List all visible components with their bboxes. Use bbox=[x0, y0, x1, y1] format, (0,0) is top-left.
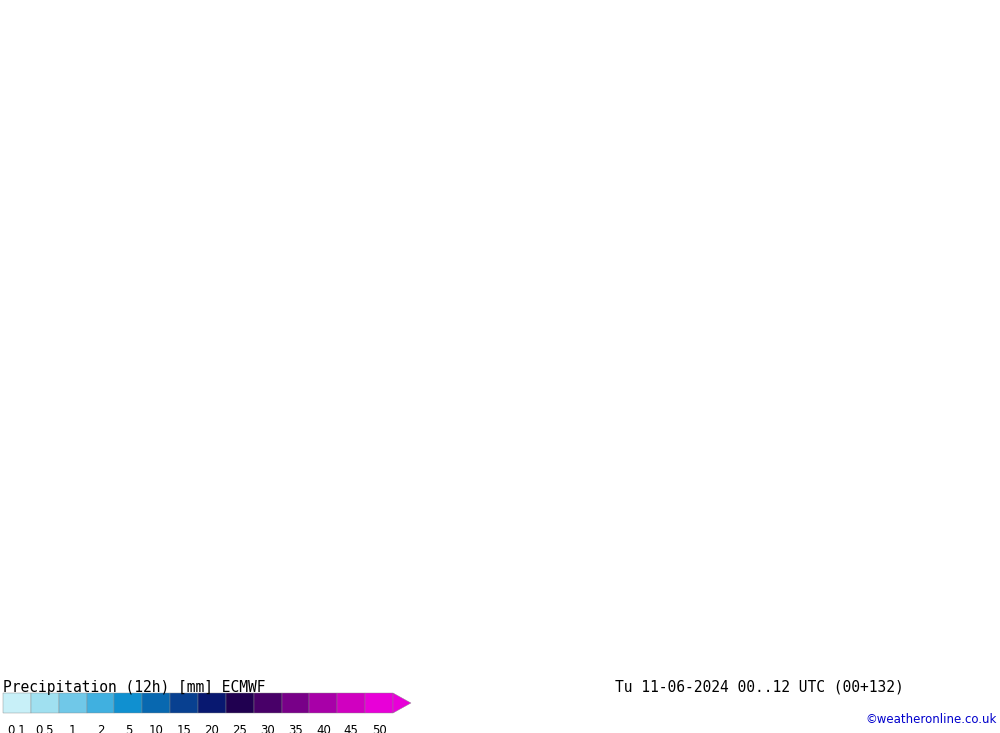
Text: Tu 11-06-2024 00..12 UTC (00+132): Tu 11-06-2024 00..12 UTC (00+132) bbox=[615, 680, 904, 695]
Bar bbox=[31, 693, 59, 713]
Bar bbox=[254, 693, 282, 713]
Text: 2: 2 bbox=[97, 724, 104, 733]
Bar bbox=[309, 693, 337, 713]
Bar bbox=[337, 693, 365, 713]
Text: 1: 1 bbox=[69, 724, 76, 733]
Bar bbox=[87, 693, 114, 713]
Bar bbox=[170, 693, 198, 713]
Polygon shape bbox=[393, 693, 411, 713]
Text: 25: 25 bbox=[232, 724, 247, 733]
Text: 20: 20 bbox=[204, 724, 219, 733]
Bar bbox=[3, 693, 31, 713]
Bar bbox=[198, 693, 226, 713]
Text: 10: 10 bbox=[149, 724, 164, 733]
Text: 45: 45 bbox=[344, 724, 359, 733]
Text: 0.1: 0.1 bbox=[8, 724, 26, 733]
Text: Precipitation (12h) [mm] ECMWF: Precipitation (12h) [mm] ECMWF bbox=[3, 680, 266, 695]
Text: 50: 50 bbox=[372, 724, 386, 733]
Text: ©weatheronline.co.uk: ©weatheronline.co.uk bbox=[866, 713, 997, 726]
Text: 5: 5 bbox=[125, 724, 132, 733]
Text: 35: 35 bbox=[288, 724, 303, 733]
Bar bbox=[114, 693, 142, 713]
Text: 15: 15 bbox=[177, 724, 192, 733]
Bar bbox=[226, 693, 254, 713]
Bar bbox=[142, 693, 170, 713]
Text: 40: 40 bbox=[316, 724, 331, 733]
Text: 0.5: 0.5 bbox=[36, 724, 54, 733]
Bar bbox=[365, 693, 393, 713]
Bar bbox=[282, 693, 309, 713]
Text: 30: 30 bbox=[260, 724, 275, 733]
Bar bbox=[59, 693, 87, 713]
